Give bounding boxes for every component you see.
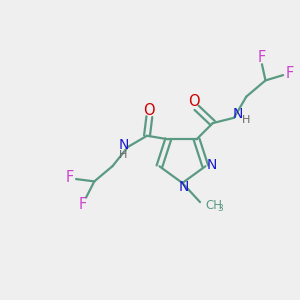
- Text: O: O: [143, 103, 155, 118]
- Text: H: H: [242, 115, 250, 125]
- Text: O: O: [188, 94, 200, 109]
- Text: N: N: [232, 107, 243, 121]
- Text: H: H: [119, 150, 128, 160]
- Text: N: N: [118, 138, 129, 152]
- Text: N: N: [207, 158, 217, 172]
- Text: 3: 3: [217, 203, 223, 212]
- Text: F: F: [286, 66, 294, 81]
- Text: F: F: [65, 170, 74, 185]
- Text: CH: CH: [206, 199, 222, 212]
- Text: F: F: [258, 50, 266, 65]
- Text: N: N: [179, 179, 189, 194]
- Text: F: F: [79, 196, 87, 211]
